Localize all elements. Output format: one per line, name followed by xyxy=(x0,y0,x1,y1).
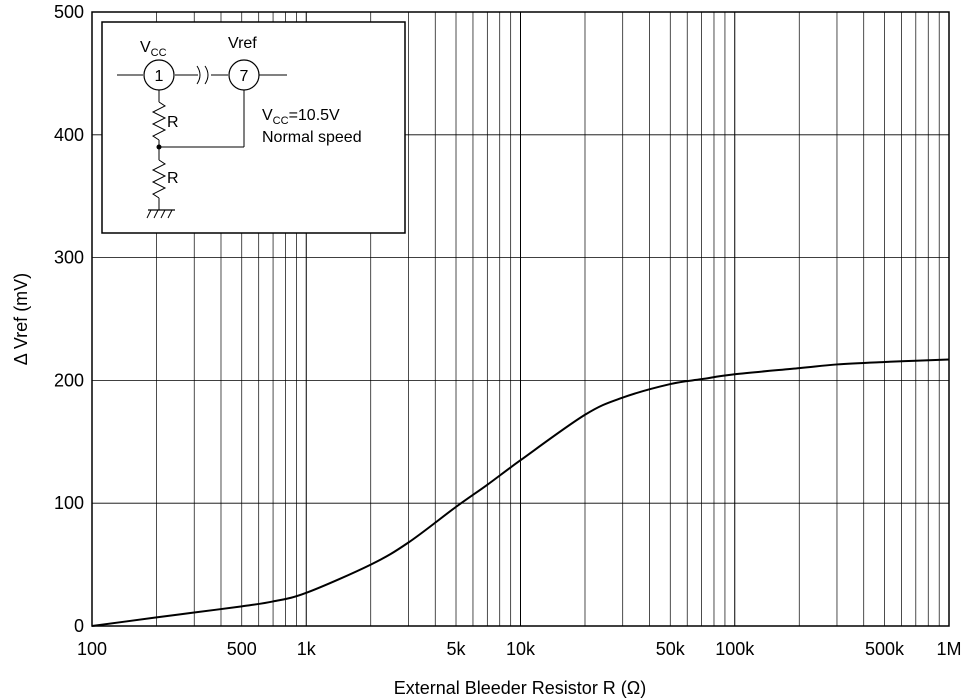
y-tick-label: 0 xyxy=(74,616,84,636)
resistor-bottom xyxy=(151,159,167,199)
resistor-top xyxy=(151,101,167,141)
vcc-label: VCC xyxy=(140,39,167,59)
inset-frame xyxy=(101,21,406,234)
series-line xyxy=(91,358,950,627)
x-tick-label: 100 xyxy=(77,639,107,659)
x-tick-label: 10k xyxy=(506,639,536,659)
condition-speed: Normal speed xyxy=(262,129,362,146)
x-tick-label: 500 xyxy=(227,639,257,659)
y-tick-label: 500 xyxy=(54,2,84,22)
tick-labels: 100 500 1k 5k 10k 50k 100k 500k 1M 0 100 200 300 400 5… xyxy=(54,2,962,659)
ground-symbol xyxy=(146,209,175,219)
vref-label: Vref xyxy=(228,35,257,52)
y-tick-label: 100 xyxy=(54,493,84,513)
y-tick-label: 400 xyxy=(54,125,84,145)
plot-frame xyxy=(91,11,950,627)
y-tick-label: 200 xyxy=(54,370,84,390)
y-tick-label: 300 xyxy=(54,248,84,268)
y-axis-label: Δ Vref (mV) xyxy=(11,273,31,365)
x-tick-label: 500k xyxy=(865,639,905,659)
x-axis-label: External Bleeder Resistor R (Ω) xyxy=(394,678,647,698)
resistor-top-label: R xyxy=(167,114,179,131)
inset-circuit-diagram: VCC Vref 1 7 R R xyxy=(101,21,406,234)
x-tick-label: 1k xyxy=(297,639,317,659)
x-tick-label: 100k xyxy=(715,639,755,659)
break-symbol xyxy=(196,65,209,85)
condition-vcc: VCC=10.5V xyxy=(262,107,340,127)
pin-1-label: 1 xyxy=(155,68,164,85)
resistor-bottom-label: R xyxy=(167,170,179,187)
x-tick-label: 1M xyxy=(936,639,961,659)
x-tick-label: 50k xyxy=(656,639,686,659)
x-tick-label: 5k xyxy=(446,639,466,659)
pin-7-label: 7 xyxy=(240,68,249,85)
